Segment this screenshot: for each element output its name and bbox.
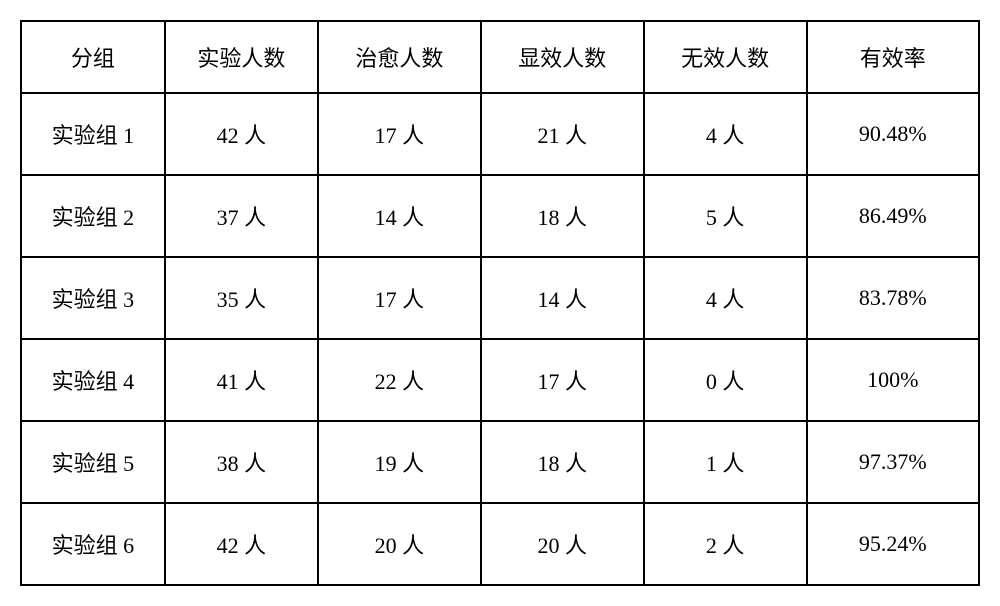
table-row: 实验组 3 35 人 17 人 14 人 4 人 83.78% [21, 257, 979, 339]
cell-cured: 20 人 [318, 503, 481, 585]
table-row: 实验组 6 42 人 20 人 20 人 2 人 95.24% [21, 503, 979, 585]
cell-experiment: 42 人 [165, 503, 318, 585]
cell-group: 实验组 1 [21, 93, 165, 175]
table-row: 实验组 5 38 人 19 人 18 人 1 人 97.37% [21, 421, 979, 503]
cell-experiment: 37 人 [165, 175, 318, 257]
cell-cured: 19 人 [318, 421, 481, 503]
cell-effective: 18 人 [481, 175, 644, 257]
cell-rate: 95.24% [807, 503, 979, 585]
table-row: 实验组 2 37 人 14 人 18 人 5 人 86.49% [21, 175, 979, 257]
cell-cured: 17 人 [318, 93, 481, 175]
cell-cured: 17 人 [318, 257, 481, 339]
cell-experiment: 42 人 [165, 93, 318, 175]
cell-experiment: 41 人 [165, 339, 318, 421]
header-experiment: 实验人数 [165, 21, 318, 93]
cell-invalid: 4 人 [644, 257, 807, 339]
header-invalid: 无效人数 [644, 21, 807, 93]
cell-invalid: 2 人 [644, 503, 807, 585]
cell-group: 实验组 4 [21, 339, 165, 421]
table-row: 实验组 1 42 人 17 人 21 人 4 人 90.48% [21, 93, 979, 175]
cell-effective: 18 人 [481, 421, 644, 503]
cell-group: 实验组 5 [21, 421, 165, 503]
cell-effective: 21 人 [481, 93, 644, 175]
cell-experiment: 35 人 [165, 257, 318, 339]
table-header-row: 分组 实验人数 治愈人数 显效人数 无效人数 有效率 [21, 21, 979, 93]
cell-rate: 83.78% [807, 257, 979, 339]
cell-group: 实验组 3 [21, 257, 165, 339]
cell-effective: 17 人 [481, 339, 644, 421]
header-group: 分组 [21, 21, 165, 93]
cell-invalid: 1 人 [644, 421, 807, 503]
header-effective: 显效人数 [481, 21, 644, 93]
cell-invalid: 5 人 [644, 175, 807, 257]
cell-group: 实验组 6 [21, 503, 165, 585]
cell-effective: 20 人 [481, 503, 644, 585]
cell-rate: 86.49% [807, 175, 979, 257]
cell-experiment: 38 人 [165, 421, 318, 503]
cell-invalid: 4 人 [644, 93, 807, 175]
cell-rate: 97.37% [807, 421, 979, 503]
cell-effective: 14 人 [481, 257, 644, 339]
cell-rate: 90.48% [807, 93, 979, 175]
data-table: 分组 实验人数 治愈人数 显效人数 无效人数 有效率 实验组 1 42 人 17… [20, 20, 980, 586]
header-rate: 有效率 [807, 21, 979, 93]
table-row: 实验组 4 41 人 22 人 17 人 0 人 100% [21, 339, 979, 421]
cell-cured: 22 人 [318, 339, 481, 421]
cell-group: 实验组 2 [21, 175, 165, 257]
header-cured: 治愈人数 [318, 21, 481, 93]
cell-rate: 100% [807, 339, 979, 421]
cell-invalid: 0 人 [644, 339, 807, 421]
cell-cured: 14 人 [318, 175, 481, 257]
